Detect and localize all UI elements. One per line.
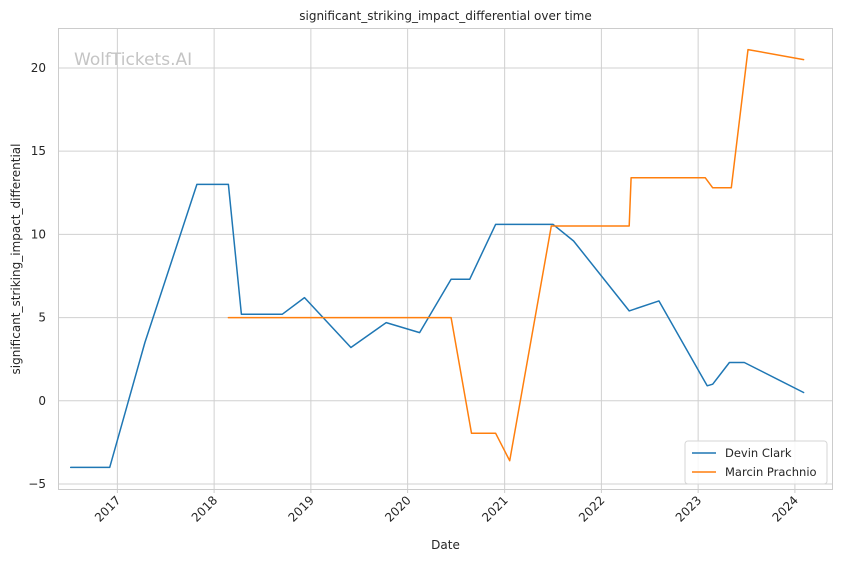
series-line-1: [227, 48, 805, 462]
grid-layer: [58, 28, 832, 489]
x-tick-label: 2024: [770, 493, 801, 524]
x-tick-label: 2019: [285, 493, 316, 524]
x-tick-label: 2018: [189, 493, 220, 524]
series-line-0: [69, 183, 805, 469]
legend: Devin Clark Marcin Prachnio: [684, 440, 828, 485]
y-tick-label: 15: [31, 144, 46, 158]
y-tick-label: 10: [31, 227, 46, 241]
x-tick-label: 2017: [92, 493, 123, 524]
x-tick-label: 2023: [673, 493, 704, 524]
y-tick-label: 0: [38, 394, 46, 408]
legend-label-0: Devin Clark: [725, 446, 792, 460]
watermark-text: WolfTickets.AI: [74, 50, 192, 70]
x-tick-label: 2020: [382, 493, 413, 524]
x-tick-label: 2022: [576, 493, 607, 524]
chart-title: significant_striking_impact_differential…: [299, 9, 591, 23]
legend-box: [684, 440, 828, 485]
y-tick-label: 20: [31, 61, 46, 75]
y-axis-label: significant_striking_impact_differential: [9, 144, 23, 375]
series-layer: [69, 48, 805, 469]
y-tick-label: 5: [38, 311, 46, 325]
x-axis-label: Date: [431, 538, 460, 552]
legend-label-1: Marcin Prachnio: [725, 465, 817, 479]
y-tick-label: −5: [28, 477, 46, 491]
plot-frame: [58, 28, 833, 490]
x-tick-label: 2021: [479, 493, 510, 524]
